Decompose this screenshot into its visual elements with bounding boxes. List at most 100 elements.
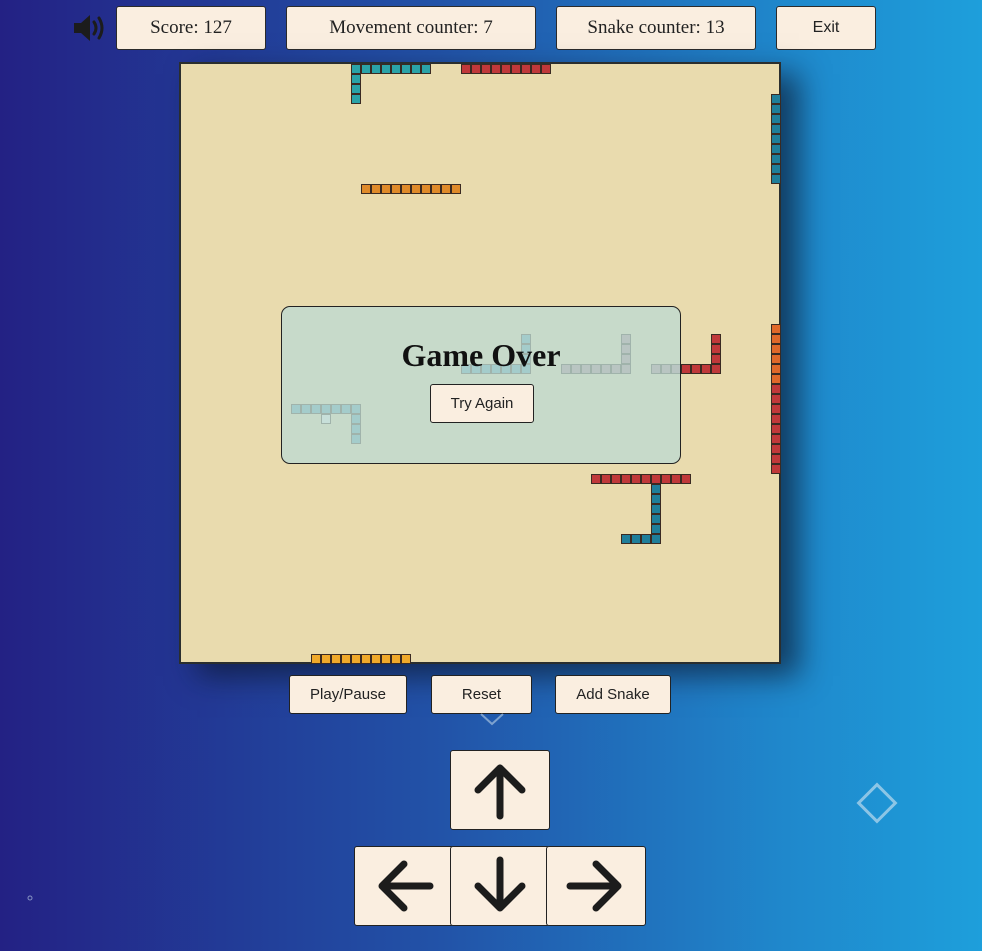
decorative-dot-icon bbox=[27, 895, 33, 901]
snake-segment bbox=[331, 654, 341, 664]
snake-segment bbox=[701, 364, 711, 374]
snake-segment bbox=[411, 184, 421, 194]
snake-segment bbox=[411, 64, 421, 74]
snake-segment bbox=[341, 654, 351, 664]
arrow-right-icon bbox=[566, 860, 622, 912]
snake-segment bbox=[641, 474, 651, 484]
snake-segment bbox=[771, 414, 781, 424]
add-snake-button[interactable]: Add Snake bbox=[555, 675, 671, 714]
arrow-right-button[interactable] bbox=[546, 846, 646, 926]
snake-segment bbox=[621, 534, 631, 544]
snake-segment bbox=[391, 64, 401, 74]
snake-segment bbox=[621, 474, 631, 484]
snake bbox=[771, 324, 781, 384]
snake-segment bbox=[381, 654, 391, 664]
snake-segment bbox=[351, 654, 361, 664]
snake bbox=[771, 384, 781, 474]
sound-toggle[interactable] bbox=[72, 12, 108, 44]
snake-segment bbox=[351, 64, 361, 74]
snake-segment bbox=[481, 64, 491, 74]
snake-segment bbox=[351, 84, 361, 94]
snake-segment bbox=[771, 364, 781, 374]
game-over-dialog: Game Over Try Again bbox=[281, 306, 681, 464]
snake-segment bbox=[771, 374, 781, 384]
snake-segment bbox=[651, 474, 661, 484]
snake-segment bbox=[391, 654, 401, 664]
decorative-chevron-icon bbox=[480, 713, 504, 726]
snake-segment bbox=[631, 534, 641, 544]
snake bbox=[681, 334, 721, 374]
snake-segment bbox=[451, 184, 461, 194]
snake-segment bbox=[771, 114, 781, 124]
snake-segment bbox=[471, 64, 481, 74]
reset-button[interactable]: Reset bbox=[431, 675, 532, 714]
snake-segment bbox=[771, 334, 781, 344]
game-over-title: Game Over bbox=[401, 337, 561, 373]
speaker-volume-icon bbox=[74, 15, 104, 41]
snake-segment bbox=[771, 144, 781, 154]
snake-segment bbox=[771, 134, 781, 144]
arrow-up-button[interactable] bbox=[450, 750, 550, 830]
arrow-down-button[interactable] bbox=[450, 846, 550, 926]
snake-segment bbox=[771, 94, 781, 104]
decorative-diamond-icon bbox=[856, 782, 898, 824]
snake-segment bbox=[421, 184, 431, 194]
snake-segment bbox=[771, 124, 781, 134]
snake-segment bbox=[671, 474, 681, 484]
snake-segment bbox=[531, 64, 541, 74]
snake-segment bbox=[681, 364, 691, 374]
snake-segment bbox=[351, 94, 361, 104]
snake-segment bbox=[591, 474, 601, 484]
snake-segment bbox=[461, 64, 471, 74]
snake-segment bbox=[771, 394, 781, 404]
snake-segment bbox=[511, 64, 521, 74]
try-again-button[interactable]: Try Again bbox=[430, 384, 534, 423]
snake-segment bbox=[661, 474, 671, 484]
snake-segment bbox=[401, 184, 411, 194]
snake-segment bbox=[541, 64, 551, 74]
snake-segment bbox=[651, 484, 661, 494]
score-display: Score: 127 bbox=[116, 6, 266, 50]
arrow-up-icon bbox=[474, 764, 526, 820]
snake-segment bbox=[441, 184, 451, 194]
snake bbox=[311, 654, 411, 664]
snake-segment bbox=[371, 654, 381, 664]
snake-segment bbox=[361, 184, 371, 194]
snake-segment bbox=[771, 444, 781, 454]
snake-segment bbox=[651, 514, 661, 524]
play-pause-button[interactable]: Play/Pause bbox=[289, 675, 407, 714]
snake-segment bbox=[711, 334, 721, 344]
exit-button[interactable]: Exit bbox=[776, 6, 876, 50]
snake-segment bbox=[371, 184, 381, 194]
snake-segment bbox=[711, 354, 721, 364]
arrow-left-button[interactable] bbox=[354, 846, 454, 926]
snake-segment bbox=[491, 64, 501, 74]
snake-segment bbox=[501, 64, 511, 74]
snake-segment bbox=[771, 154, 781, 164]
snake-segment bbox=[651, 494, 661, 504]
movement-counter: Movement counter: 7 bbox=[286, 6, 536, 50]
snake-segment bbox=[601, 474, 611, 484]
snake-segment bbox=[771, 454, 781, 464]
snake-segment bbox=[631, 474, 641, 484]
snake-segment bbox=[391, 184, 401, 194]
snake bbox=[621, 484, 661, 544]
snake bbox=[461, 64, 551, 74]
snake-segment bbox=[371, 64, 381, 74]
snake-segment bbox=[771, 464, 781, 474]
snake-segment bbox=[421, 64, 431, 74]
game-board: Game Over Try Again bbox=[179, 62, 781, 664]
snake-segment bbox=[771, 344, 781, 354]
snake bbox=[361, 184, 461, 194]
snake-segment bbox=[651, 534, 661, 544]
snake-segment bbox=[771, 164, 781, 174]
snake-segment bbox=[431, 184, 441, 194]
snake-segment bbox=[521, 64, 531, 74]
snake-segment bbox=[771, 404, 781, 414]
snake bbox=[351, 64, 431, 104]
arrow-left-icon bbox=[378, 860, 434, 912]
snake-segment bbox=[651, 504, 661, 514]
snake-segment bbox=[361, 64, 371, 74]
snake-segment bbox=[771, 104, 781, 114]
arrow-down-icon bbox=[474, 856, 526, 912]
